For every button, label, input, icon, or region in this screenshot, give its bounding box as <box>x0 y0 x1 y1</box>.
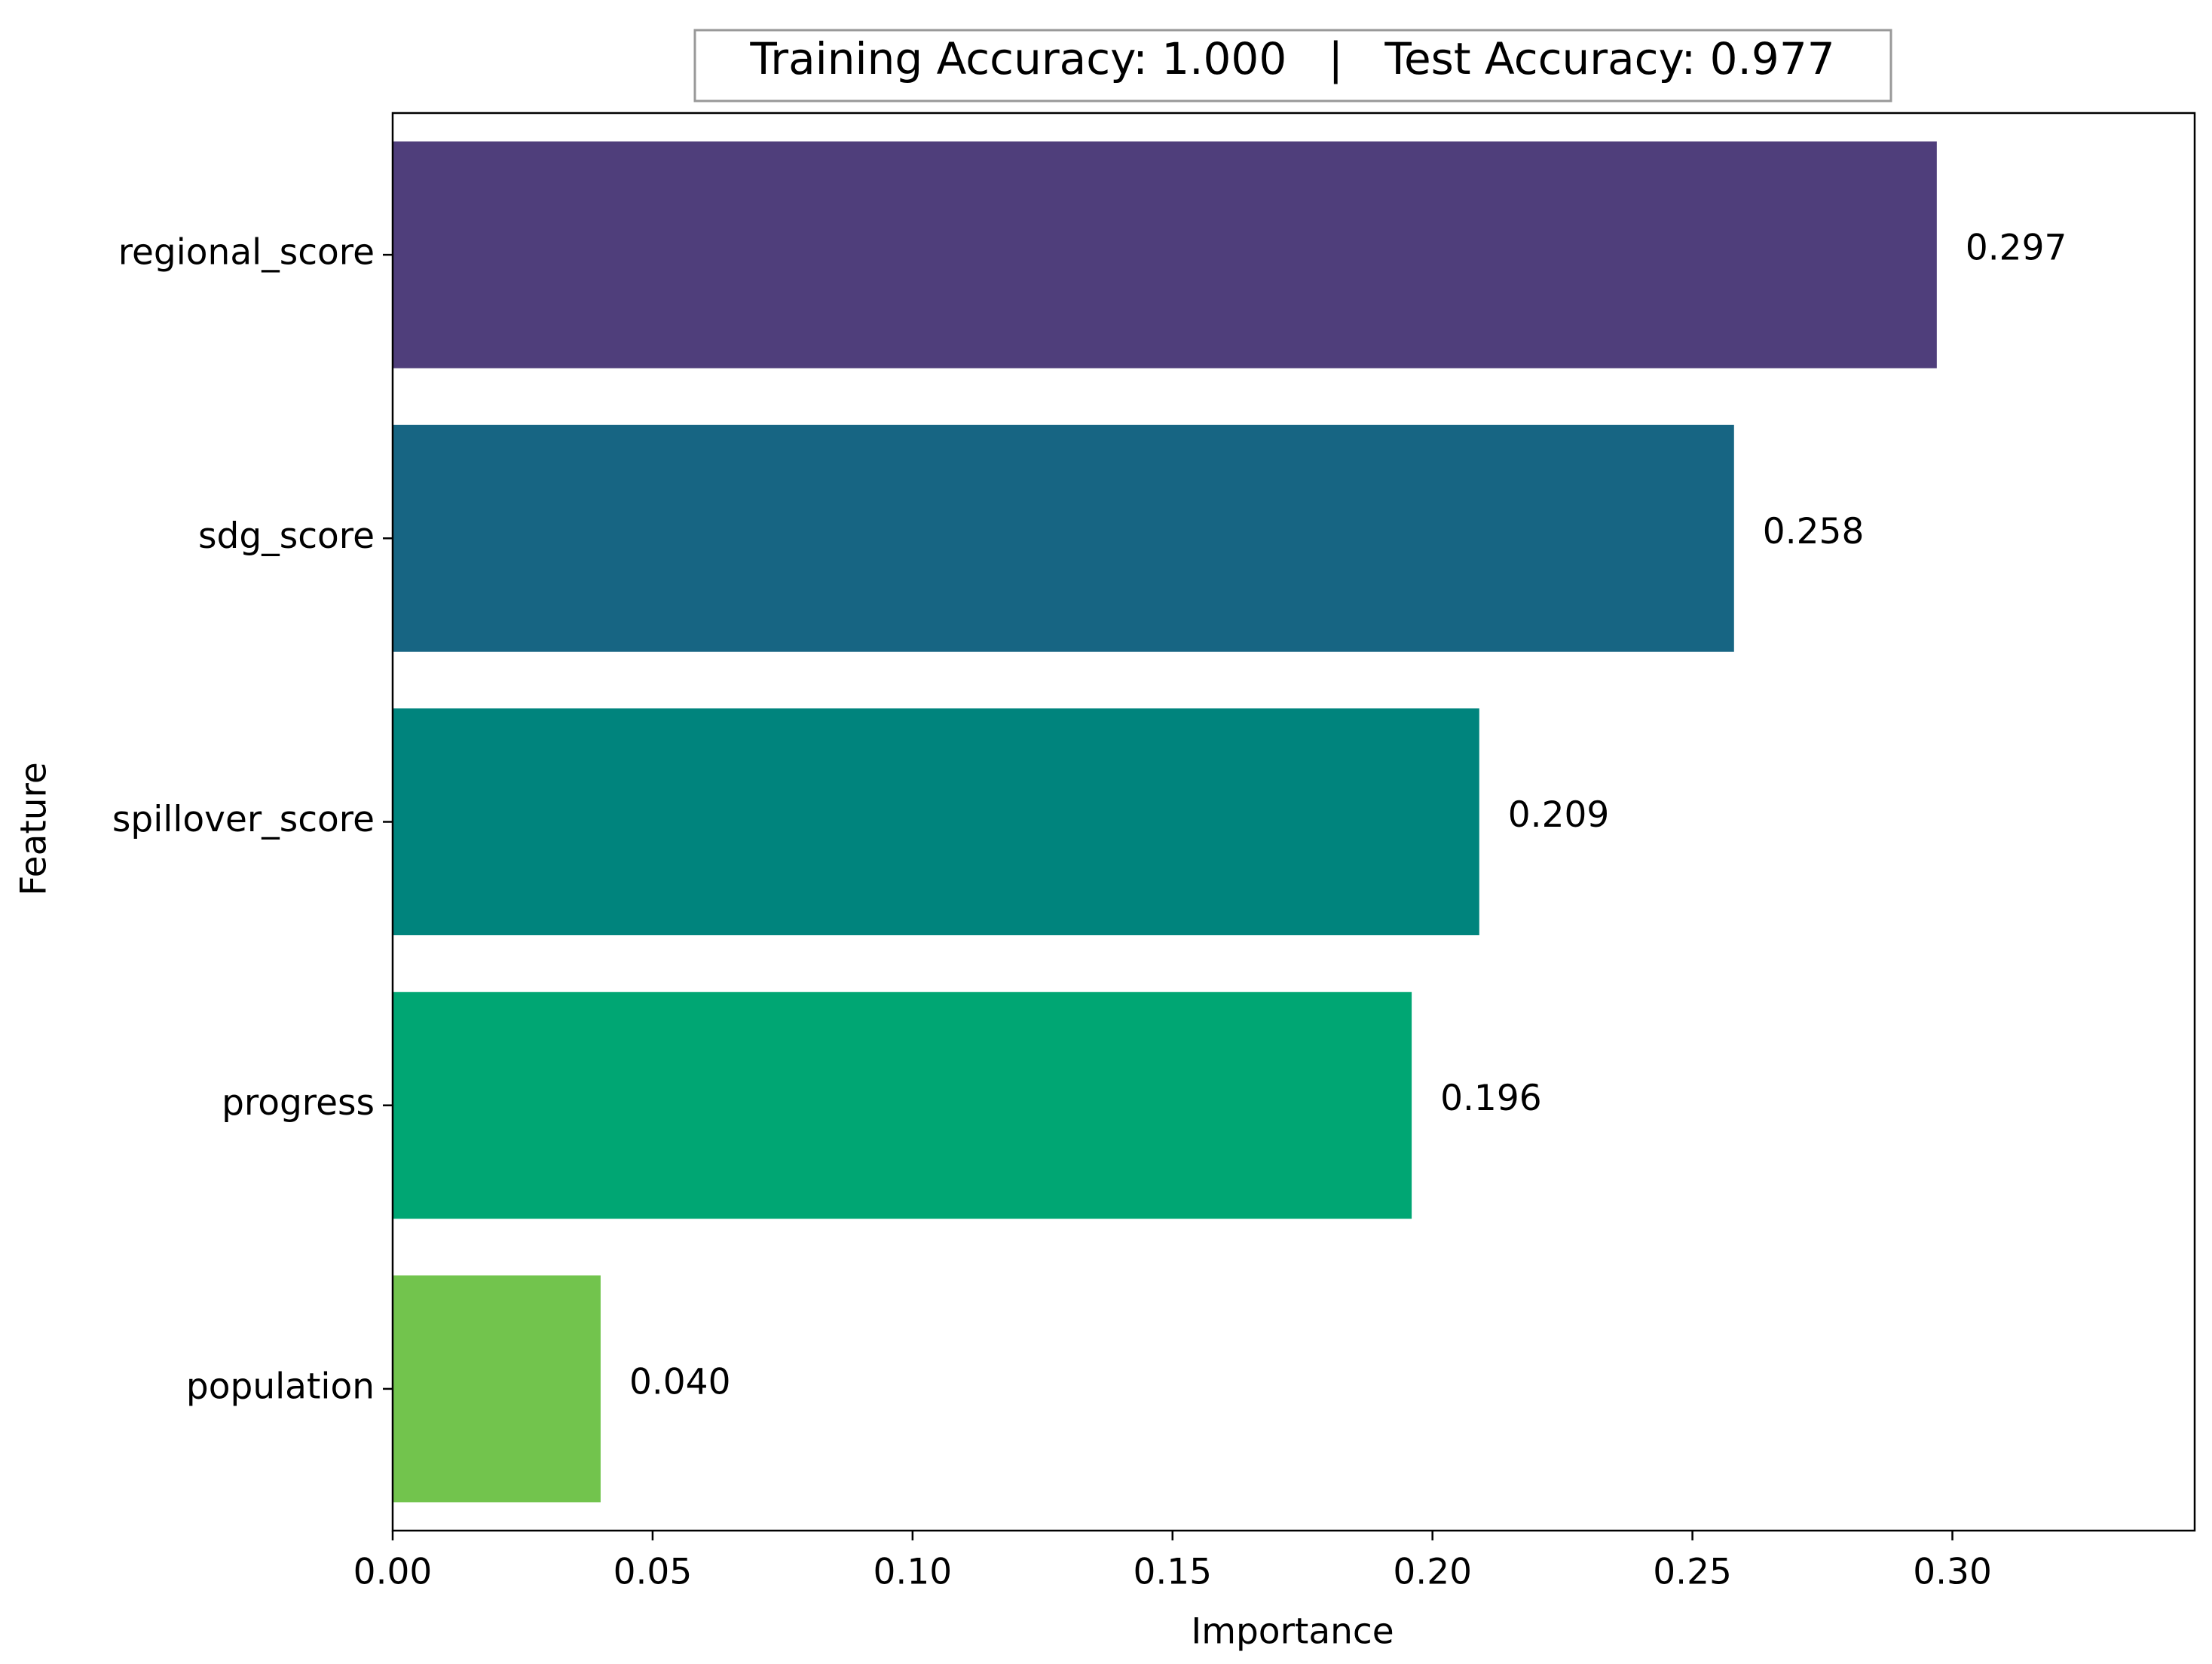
value-label: 0.209 <box>1508 794 1610 836</box>
y-tick-label: regional_score <box>118 232 375 274</box>
bar <box>393 424 1734 652</box>
chart-title: Training Accuracy: 1.000 | Test Accuracy… <box>749 33 1834 84</box>
x-tick-label: 0.15 <box>1133 1552 1212 1593</box>
value-label: 0.297 <box>1966 228 2067 269</box>
x-tick-label: 0.10 <box>873 1552 953 1593</box>
x-axis-label: Importance <box>1191 1611 1394 1653</box>
x-tick-label: 0.20 <box>1393 1552 1472 1593</box>
x-tick-label: 0.30 <box>1913 1552 1992 1593</box>
y-tick-label: population <box>186 1366 375 1407</box>
bar <box>393 1275 601 1503</box>
value-label: 0.258 <box>1763 511 1865 552</box>
y-tick-label: progress <box>222 1082 375 1124</box>
title-box <box>693 29 1892 102</box>
y-axis-label: Feature <box>14 762 55 896</box>
value-label: 0.040 <box>629 1361 731 1402</box>
bar <box>393 992 1412 1219</box>
x-tick-label: 0.00 <box>353 1552 433 1593</box>
y-tick-label: sdg_score <box>198 515 375 557</box>
bar <box>393 708 1479 935</box>
x-tick-label: 0.25 <box>1653 1552 1732 1593</box>
x-tick-label: 0.05 <box>613 1552 693 1593</box>
plot-frame <box>391 112 2196 1532</box>
value-label: 0.196 <box>1440 1078 1542 1119</box>
bar <box>393 141 1937 369</box>
y-tick-label: spillover_score <box>112 799 375 840</box>
